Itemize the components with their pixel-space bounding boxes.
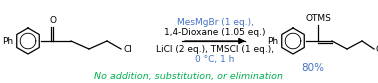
Text: 0 °C, 1 h: 0 °C, 1 h <box>195 55 235 64</box>
Text: Ph: Ph <box>2 37 13 45</box>
Text: Cl: Cl <box>376 44 378 54</box>
Text: MesMgBr (1 eq.),: MesMgBr (1 eq.), <box>177 18 253 27</box>
Text: Ph: Ph <box>267 37 278 45</box>
Text: 1,4-Dioxane (1.05 eq.): 1,4-Dioxane (1.05 eq.) <box>164 28 266 37</box>
Text: OTMS: OTMS <box>305 14 331 23</box>
Text: Cl: Cl <box>123 44 132 54</box>
Text: LiCl (2 eq.), TMSCl (1 eq.),: LiCl (2 eq.), TMSCl (1 eq.), <box>156 45 274 54</box>
Text: No addition, substitution, or elimination: No addition, substitution, or eliminatio… <box>94 72 284 81</box>
Text: O: O <box>50 16 56 25</box>
Text: 80%: 80% <box>302 63 324 73</box>
